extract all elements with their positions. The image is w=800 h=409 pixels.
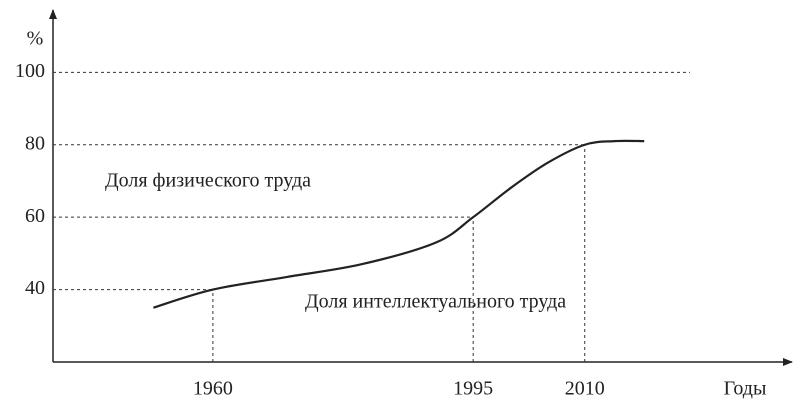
y-tick-label: 60 — [25, 205, 45, 227]
x-tick-label: 1995 — [453, 378, 493, 400]
y-tick-label: 100 — [15, 60, 45, 82]
annotation: Доля физического труда — [105, 170, 311, 192]
x-tick-label: 1960 — [193, 378, 233, 400]
y-tick-label: 40 — [25, 277, 45, 299]
y-axis-label: % — [27, 28, 44, 50]
annotation: Доля интеллектуального труда — [305, 291, 566, 313]
x-tick-label: 2010 — [565, 378, 605, 400]
x-axis-label: Годы — [724, 378, 767, 400]
y-tick-label: 80 — [25, 132, 45, 154]
line — [153, 139, 645, 309]
